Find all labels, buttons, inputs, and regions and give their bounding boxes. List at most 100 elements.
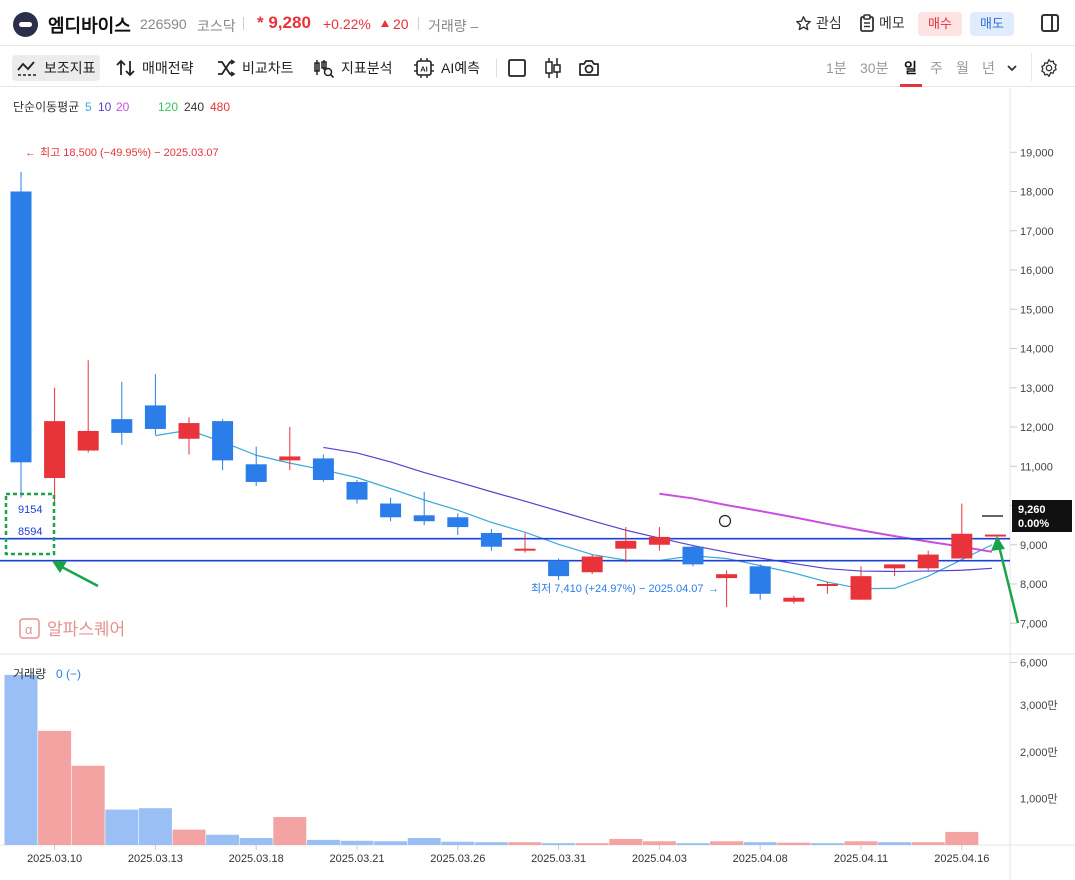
volume-panel-value: 0 (−)	[56, 667, 81, 681]
analysis-button[interactable]: 지표분석	[313, 55, 393, 81]
candle[interactable]	[682, 544, 704, 567]
analysis-label: 지표분석	[341, 60, 393, 76]
candle-body	[346, 481, 368, 500]
volume-bar	[105, 809, 139, 845]
stock-name[interactable]: 엠디바이스	[48, 16, 131, 36]
high-arrow-icon: ←	[25, 147, 36, 159]
analysis-icon	[314, 60, 335, 78]
highlight-box	[4, 492, 56, 556]
y-axis-label: 13,000	[1020, 383, 1054, 395]
candle[interactable]	[648, 527, 670, 551]
candle[interactable]	[44, 387, 66, 506]
candle[interactable]	[212, 419, 234, 471]
candle-body	[44, 421, 66, 479]
candle[interactable]	[581, 554, 603, 575]
timeframe-month[interactable]: 월	[956, 60, 969, 76]
timeframe-dropdown[interactable]	[1006, 55, 1018, 81]
camera-icon	[579, 60, 599, 76]
candle-body	[413, 515, 435, 522]
indicator-icon	[17, 61, 36, 76]
volume-bar	[38, 730, 72, 845]
ai-predict-button[interactable]: AI AI예측	[413, 55, 480, 81]
memo-icon	[860, 14, 874, 32]
candle[interactable]	[615, 527, 637, 563]
memo-button[interactable]: 메모	[859, 13, 905, 33]
volume-axis-label: 2,000만	[1020, 746, 1058, 759]
candle[interactable]	[951, 503, 973, 559]
candle[interactable]	[917, 550, 939, 571]
compare-button[interactable]: 비교차트	[216, 55, 294, 81]
candle[interactable]	[447, 513, 469, 535]
low-arrow-icon: →	[708, 583, 719, 595]
y-axis-label: 14,000	[1020, 344, 1054, 356]
candle[interactable]	[77, 360, 99, 453]
candle[interactable]	[413, 491, 435, 526]
candle[interactable]	[312, 454, 334, 482]
candle-body	[682, 546, 704, 565]
volume-bar	[743, 842, 777, 845]
screenshot-button[interactable]	[578, 55, 600, 81]
candle[interactable]	[178, 417, 200, 455]
drawing-tool-button[interactable]	[507, 55, 527, 81]
candle[interactable]	[514, 532, 536, 553]
candle[interactable]	[984, 534, 1006, 537]
candle[interactable]	[480, 529, 502, 551]
chart-type-button[interactable]	[543, 55, 563, 81]
y-axis-label: 9,000	[1020, 540, 1048, 552]
side-panel-icon[interactable]	[1041, 14, 1059, 32]
indicator-button[interactable]: 보조지표	[12, 55, 100, 81]
crosshair-point[interactable]	[718, 514, 732, 528]
candle[interactable]	[245, 446, 267, 486]
candle[interactable]	[10, 171, 32, 498]
candle[interactable]	[279, 427, 301, 471]
candle-body	[447, 517, 469, 528]
green-arrow-left-icon	[52, 561, 99, 588]
candle-body	[984, 534, 1006, 537]
settings-button[interactable]	[1039, 55, 1059, 81]
timeframe-day[interactable]: 일	[904, 60, 917, 76]
ma-legend-5: 5	[85, 100, 92, 114]
candle[interactable]	[111, 381, 133, 445]
alphasquare-logo-icon	[19, 618, 40, 639]
volume-bar	[71, 765, 105, 845]
volume-bar	[340, 840, 374, 845]
candle[interactable]	[144, 374, 166, 435]
candle[interactable]	[346, 479, 368, 504]
timeframe-30min[interactable]: 30분	[860, 60, 889, 76]
candle[interactable]	[816, 582, 838, 594]
ma-legend-120: 120	[158, 100, 178, 114]
change-value: 20	[393, 16, 409, 32]
gear-icon	[1041, 59, 1057, 78]
candle[interactable]	[783, 595, 805, 604]
volume-bar	[609, 838, 643, 845]
watch-button[interactable]: 관심	[795, 13, 842, 33]
candle[interactable]	[850, 566, 872, 600]
candle[interactable]	[749, 564, 771, 600]
x-axis-label: 2025.03.10	[27, 853, 82, 865]
sell-button[interactable]: 매도	[970, 12, 1014, 36]
strategy-button[interactable]: 매매전략	[116, 55, 194, 81]
volume-axis-label: 3,000만	[1020, 699, 1058, 712]
volume-bar	[374, 841, 408, 845]
ma-legend-10: 10	[98, 100, 112, 114]
candle[interactable]	[380, 497, 402, 522]
volume-bar	[911, 842, 945, 845]
candle[interactable]	[884, 564, 906, 577]
timeframe-1min[interactable]: 1분	[826, 60, 847, 76]
candle-body	[850, 576, 872, 600]
y-axis-label: 11,000	[1020, 461, 1053, 473]
buy-button[interactable]: 매수	[918, 12, 962, 36]
candle[interactable]	[716, 570, 738, 608]
price-chart[interactable]: 19,000 18,000 17,000 16,000 15,000 14,000 13,0…	[0, 88, 1075, 880]
candle[interactable]	[548, 558, 570, 581]
watermark-text: 알파스퀘어	[47, 620, 125, 639]
stock-header: 엠디바이스 226590 코스닥 * 9,280 +0.22% 20 거래량 –…	[0, 0, 1075, 46]
y-axis-label: 7,000	[1020, 618, 1048, 630]
timeframe-week[interactable]: 주	[930, 60, 943, 76]
y-axis-label: 6,000	[1020, 658, 1048, 670]
candle-body	[480, 532, 502, 547]
timeframe-year[interactable]: 년	[982, 60, 995, 76]
volume-bar	[542, 843, 576, 845]
ma5-line	[155, 429, 993, 590]
candle-body	[615, 540, 637, 549]
